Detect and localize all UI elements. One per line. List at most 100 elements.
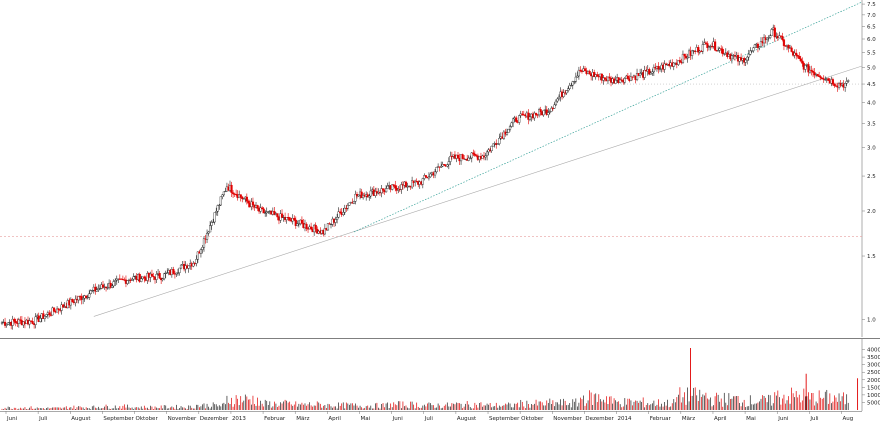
x-tick-label: November	[168, 416, 197, 421]
price-candle-body	[652, 66, 655, 73]
price-candle-body	[39, 318, 42, 322]
price-candle-body	[161, 278, 164, 281]
price-candle-body	[71, 299, 74, 302]
price-candle-body	[85, 295, 88, 298]
volume-tick-label: 5000	[867, 400, 880, 406]
price-candle-body	[721, 48, 724, 55]
price-candle-body	[811, 70, 815, 73]
price-candle-body	[779, 35, 782, 37]
x-tick-label: Februar	[264, 416, 286, 421]
price-candle-body	[663, 63, 666, 70]
price-candle-body	[844, 83, 847, 88]
price-candle-body	[242, 198, 245, 200]
price-candle-body	[19, 319, 22, 321]
x-tick-label: Dezember	[585, 416, 614, 421]
price-candle-body	[435, 167, 438, 173]
price-candle-body	[672, 62, 675, 67]
price-tick-label: 5.0	[867, 66, 876, 72]
price-candle-body	[336, 216, 339, 220]
price-candle-body	[241, 196, 244, 199]
x-tick-label: August	[457, 416, 477, 421]
price-candle-body	[210, 222, 213, 226]
price-candle-body	[756, 43, 760, 48]
price-candle-body	[778, 35, 781, 39]
price-candle-body	[114, 280, 117, 282]
price-candle-body	[485, 151, 489, 157]
volume-tick-label: 15000	[867, 385, 880, 391]
price-y-axis: 1.0 1.5 2.0 2.5 3.0 3.5 4.0 4.5 5.0 5.5 6.0 6.5 7.0 7…	[862, 2, 876, 324]
price-candle-body	[819, 76, 822, 79]
price-candle-body	[368, 195, 371, 198]
price-candle-body	[744, 59, 747, 63]
price-candle-body	[11, 318, 14, 326]
price-candle-body	[579, 69, 582, 72]
price-candle-body	[411, 180, 414, 188]
price-candle-body	[280, 213, 284, 218]
price-candle-body	[686, 57, 689, 59]
price-candle-body	[0, 322, 4, 324]
price-candle-body	[758, 46, 761, 48]
volume-tick-label: 20000	[867, 378, 880, 384]
price-candle-body	[231, 192, 235, 195]
price-candle-body	[502, 131, 506, 139]
price-candle-body	[89, 290, 92, 294]
price-candle-body	[212, 221, 215, 223]
price-candle-body	[296, 223, 299, 226]
price-candle-body	[570, 84, 573, 86]
price-candle-body	[427, 176, 431, 179]
price-candle-body	[651, 71, 654, 74]
price-candle-body	[195, 259, 198, 264]
price-candle-body	[749, 50, 752, 55]
price-candle-body	[230, 184, 233, 193]
price-candle-body	[472, 152, 475, 155]
price-candle-body	[449, 155, 452, 162]
volume-tick-label: 40000	[867, 348, 880, 354]
price-candle-body	[548, 111, 551, 113]
volume-tick-label: 25000	[867, 370, 880, 376]
price-candle-body	[619, 79, 622, 83]
volume-bars	[1, 348, 859, 410]
price-candle-body	[505, 132, 509, 135]
price-candle-body	[747, 54, 750, 58]
price-candle-body	[115, 278, 118, 281]
trendline-solid	[93, 65, 863, 317]
price-candle-body	[360, 191, 363, 199]
price-candle-body	[205, 233, 209, 240]
price-candle-body	[490, 145, 493, 152]
price-candle-body	[822, 78, 825, 80]
price-candle-body	[163, 273, 166, 279]
price-candle-body	[677, 60, 680, 65]
price-candle-body	[635, 73, 639, 80]
price-candle-body	[700, 50, 703, 52]
price-candle-body	[539, 109, 542, 112]
price-candle-body	[297, 223, 300, 225]
x-tick-label: Oktober	[136, 416, 159, 421]
price-tick-label: 2.5	[867, 174, 876, 180]
x-tick-label: September	[489, 416, 520, 421]
price-candle-body	[847, 80, 850, 82]
trendline-dotted	[353, 1, 863, 233]
price-candle-body	[352, 201, 356, 204]
price-candle-body	[588, 70, 591, 75]
price-candle-body	[813, 72, 816, 76]
price-candle-body	[550, 107, 553, 112]
price-candle-body	[310, 226, 313, 230]
x-tick-label: Juli	[809, 416, 819, 421]
price-candle-body	[17, 319, 20, 324]
x-tick-label: Juni	[6, 416, 18, 421]
price-candle-body	[43, 316, 46, 319]
price-candle-body	[57, 308, 60, 311]
price-candle-body	[219, 196, 222, 206]
price-candle-body	[648, 69, 651, 75]
x-tick-label: Juni	[777, 416, 789, 421]
price-candle-body	[510, 122, 513, 127]
price-candle-body	[773, 27, 776, 38]
price-candle-body	[717, 50, 720, 52]
x-tick-label: Oktober	[521, 416, 544, 421]
price-candle-body	[261, 207, 264, 210]
price-candle-body	[369, 190, 372, 197]
price-candle-body	[201, 247, 204, 250]
price-candle-body	[207, 231, 210, 234]
price-tick-label: 6.5	[867, 24, 876, 30]
